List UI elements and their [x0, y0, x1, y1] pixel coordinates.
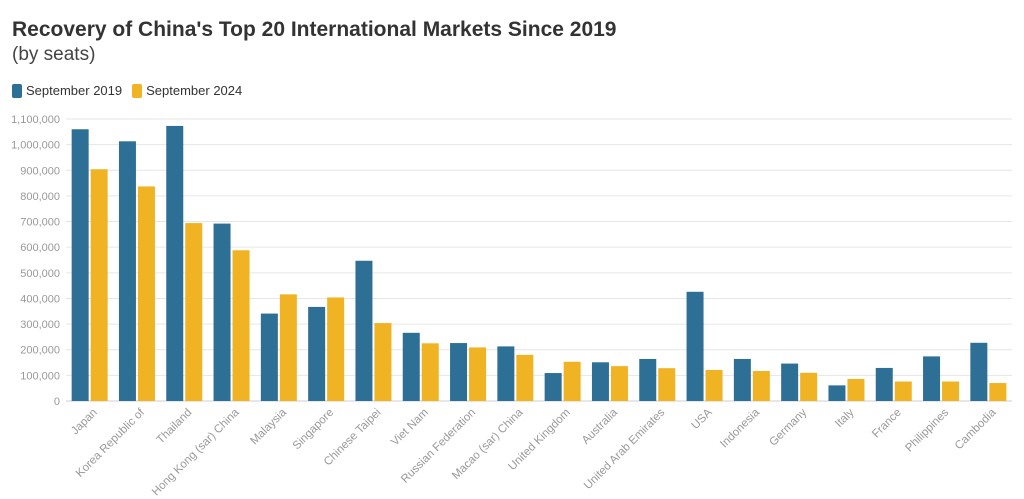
y-tick-label: 0: [54, 396, 60, 408]
y-tick-label: 500,000: [20, 268, 60, 280]
x-category-label: United Arab Emirates: [582, 406, 667, 491]
bar-sep-2024[interactable]: [894, 381, 912, 401]
chart-subtitle: (by seats): [12, 44, 96, 65]
y-tick-label: 600,000: [20, 242, 60, 254]
x-category-label: Thailand: [155, 407, 195, 447]
bar-sep-2019[interactable]: [639, 358, 657, 401]
x-category-label: Philippines: [903, 406, 951, 454]
y-tick-label: 900,000: [20, 165, 60, 177]
legend-swatch-2019: [12, 83, 22, 98]
bar-sep-2024[interactable]: [469, 347, 487, 401]
bar-sep-2019[interactable]: [402, 332, 420, 401]
bar-sep-2019[interactable]: [166, 125, 184, 402]
bar-sep-2024[interactable]: [327, 297, 345, 401]
bar-sep-2024[interactable]: [516, 354, 534, 401]
bar-sep-2024[interactable]: [847, 378, 865, 401]
bar-sep-2019[interactable]: [686, 291, 704, 401]
bar-sep-2024[interactable]: [232, 250, 250, 401]
bar-sep-2024[interactable]: [421, 343, 439, 401]
legend: September 2019 September 2024: [12, 83, 252, 98]
bar-sep-2024[interactable]: [610, 366, 628, 401]
legend-label-2019: September 2019: [26, 83, 123, 98]
bar-sep-2024[interactable]: [752, 371, 770, 401]
bar-sep-2024[interactable]: [185, 223, 203, 401]
x-category-label: Australia: [580, 406, 621, 447]
bar-sep-2019[interactable]: [828, 385, 846, 401]
bar-sep-2019[interactable]: [213, 223, 231, 401]
y-tick-label: 100,000: [20, 370, 60, 382]
bar-sep-2019[interactable]: [497, 346, 515, 401]
y-tick-label: 700,000: [20, 217, 60, 229]
bar-sep-2019[interactable]: [260, 313, 278, 401]
y-tick-label: 300,000: [20, 319, 60, 331]
x-category-label: Indonesia: [718, 406, 762, 450]
bar-sep-2019[interactable]: [733, 358, 751, 401]
bar-sep-2024[interactable]: [279, 294, 297, 401]
bar-sep-2019[interactable]: [71, 129, 89, 401]
x-category-label: Singapore: [291, 407, 337, 453]
x-category-label: Italy: [833, 406, 857, 430]
bar-sep-2024[interactable]: [90, 169, 108, 401]
bar-sep-2019[interactable]: [875, 367, 893, 401]
bar-sep-2019[interactable]: [781, 363, 799, 401]
y-tick-label: 1,000,000: [11, 140, 60, 152]
legend-swatch-2024: [132, 83, 143, 98]
bar-sep-2019[interactable]: [970, 342, 988, 401]
bar-sep-2019[interactable]: [308, 306, 326, 401]
bar-sep-2024[interactable]: [800, 372, 818, 401]
bar-sep-2024[interactable]: [137, 186, 155, 401]
legend-item-2024[interactable]: September 2024: [132, 83, 242, 98]
x-category-label: Germany: [767, 406, 809, 448]
chart-title: Recovery of China's Top 20 International…: [12, 18, 617, 41]
x-category-label: Hong Kong (sar) China: [150, 406, 242, 498]
x-category-label: Viet Nam: [389, 407, 431, 449]
y-tick-label: 200,000: [20, 345, 60, 357]
x-category-label: France: [870, 407, 904, 441]
bar-sep-2019[interactable]: [450, 343, 468, 401]
bar-sep-2024[interactable]: [374, 323, 392, 401]
bar-sep-2024[interactable]: [705, 369, 723, 401]
bar-sep-2019[interactable]: [591, 362, 609, 401]
bar-sep-2024[interactable]: [658, 368, 676, 401]
legend-item-2019[interactable]: September 2019: [12, 83, 122, 98]
bar-sep-2019[interactable]: [355, 260, 373, 401]
bar-sep-2019[interactable]: [923, 356, 941, 401]
y-tick-label: 1,100,000: [11, 114, 60, 126]
bar-sep-2019[interactable]: [544, 373, 562, 401]
x-category-label: Malaysia: [248, 406, 289, 447]
x-category-label: USA: [689, 406, 714, 431]
x-category-label: Japan: [69, 407, 100, 438]
y-tick-label: 400,000: [20, 293, 60, 305]
legend-label-2024: September 2024: [146, 83, 243, 98]
bar-sep-2024[interactable]: [942, 381, 960, 401]
bar-sep-2024[interactable]: [989, 383, 1007, 401]
bar-sep-2024[interactable]: [563, 361, 581, 401]
y-tick-label: 800,000: [20, 191, 60, 203]
bar-sep-2019[interactable]: [118, 141, 136, 401]
x-category-label: Cambodia: [953, 406, 999, 452]
